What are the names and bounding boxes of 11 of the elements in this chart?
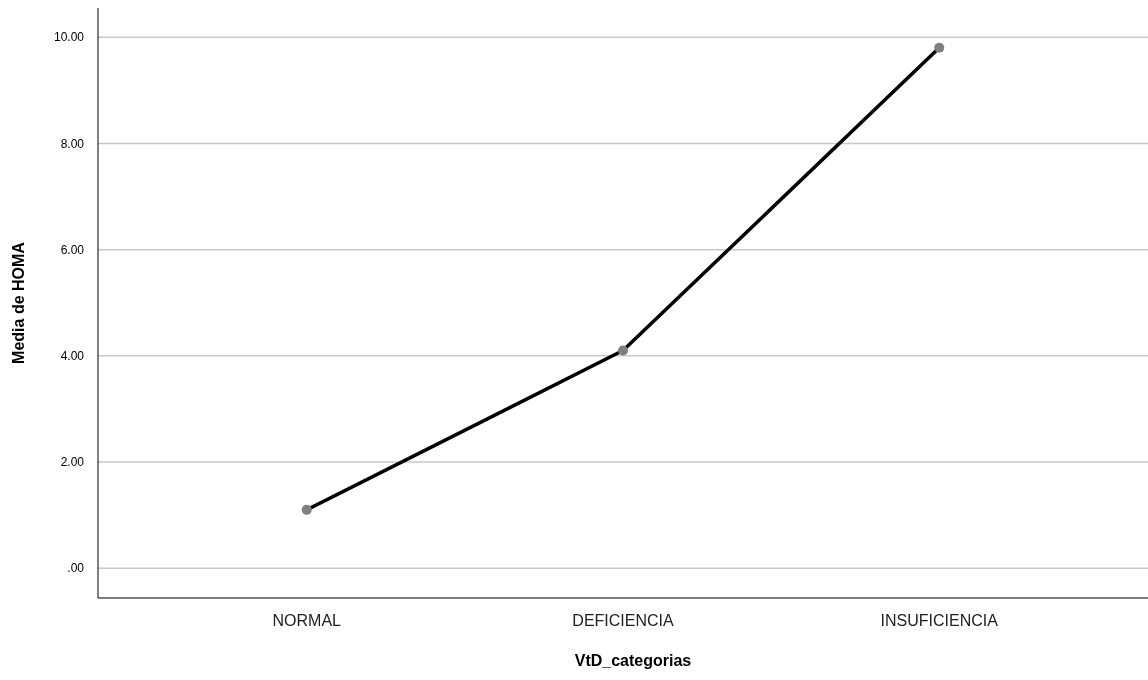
- y-tick-label: .00: [67, 561, 85, 576]
- y-tick-label: 2.00: [60, 455, 85, 470]
- y-tick-label: 4.00: [60, 349, 85, 364]
- x-axis-title: VtD_categorias: [574, 652, 692, 669]
- y-tick-label: 6.00: [60, 242, 85, 257]
- x-tick-label: NORMAL: [272, 612, 342, 629]
- y-tick-label: 8.00: [60, 136, 85, 151]
- x-tick-label: DEFICIENCIA: [572, 612, 674, 629]
- y-tick-label: 10.00: [53, 30, 85, 45]
- y-axis-title: Media de HOMA: [10, 241, 27, 364]
- x-tick-label: INSUFICIENCIA: [880, 612, 999, 629]
